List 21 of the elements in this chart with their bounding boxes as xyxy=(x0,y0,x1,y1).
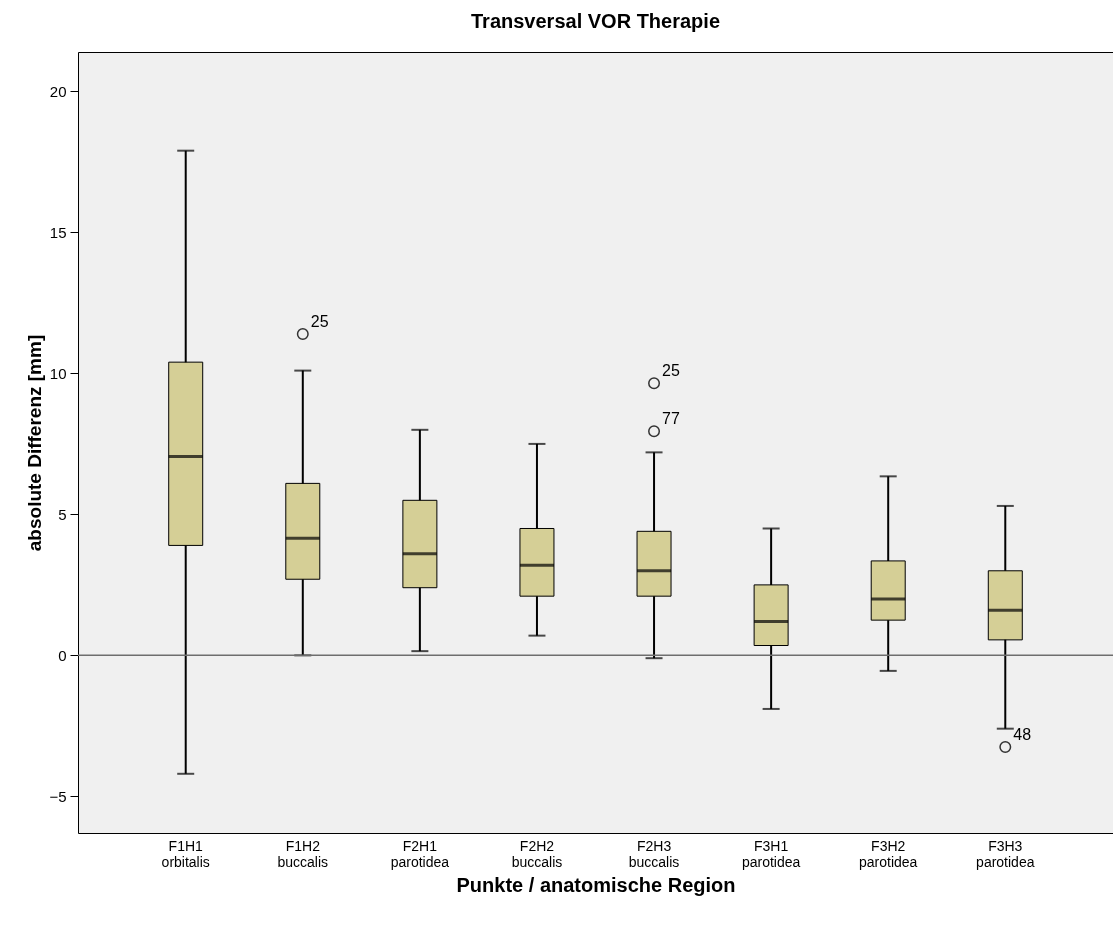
x-tick-label: F1H2 buccalis xyxy=(277,837,329,870)
x-tick-label: F3H1 parotidea xyxy=(741,837,801,870)
annotation: 25 xyxy=(662,362,680,380)
x-tick-label: F2H3 buccalis xyxy=(628,837,680,870)
x-tick-label: F2H2 buccalis xyxy=(511,837,563,870)
y-tick-label: −5 xyxy=(49,787,67,805)
y-tick-label: 10 xyxy=(49,364,67,382)
chart-title: Transversal VOR Therapie xyxy=(470,10,721,32)
x-tick-label: F2H1 parotidea xyxy=(390,837,450,870)
y-tick-label: 0 xyxy=(58,646,67,664)
annotation: 48 xyxy=(1013,726,1032,744)
x-tick-label: F3H2 parotidea xyxy=(859,837,918,870)
y-tick-label: 15 xyxy=(49,223,67,241)
x-axis-title: Punkte / anatomische Region xyxy=(456,873,736,896)
x-tick-label: F3H3 parotidea xyxy=(976,837,1035,870)
annotation: 25 xyxy=(310,312,329,330)
annotation: 77 xyxy=(662,410,680,428)
x-tick-label: F1H1 orbitalis xyxy=(161,837,210,870)
y-tick-label: 5 xyxy=(58,505,67,523)
y-tick-label: 20 xyxy=(49,82,67,100)
y-axis-title: absolute Differenz [mm] xyxy=(24,334,46,552)
